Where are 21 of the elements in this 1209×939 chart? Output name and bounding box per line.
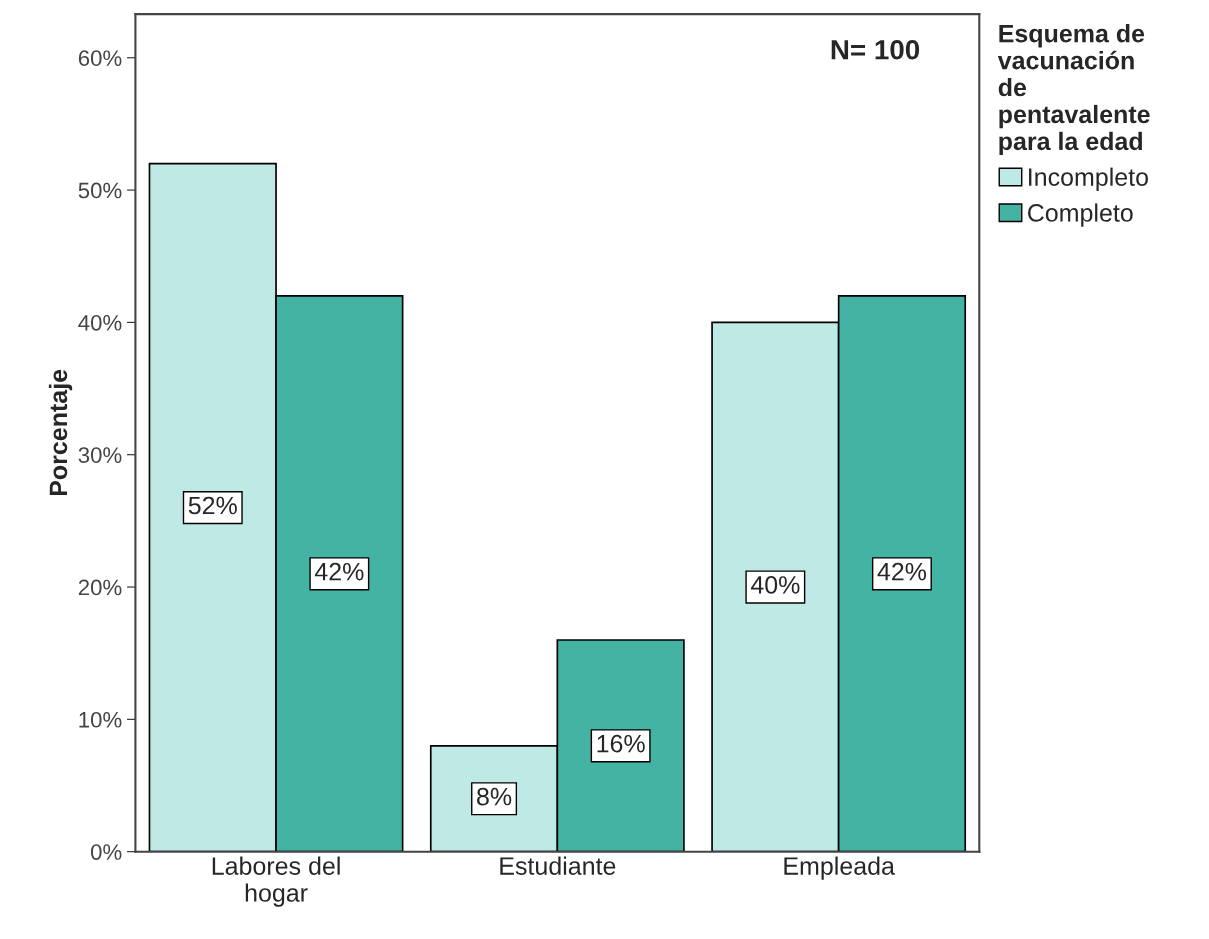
- data-label: 52%: [188, 496, 237, 515]
- data-label: 8%: [477, 787, 512, 806]
- data-label: 42%: [314, 562, 364, 581]
- legend-label: Completo: [1028, 203, 1133, 227]
- x-tick-label: Labores del hogar: [212, 856, 340, 907]
- data-label: 42%: [877, 562, 927, 581]
- y-tick-label: 30%: [78, 447, 122, 463]
- x-tick-label: Estudiante: [500, 856, 616, 875]
- y-axis-title: Porcentaje: [48, 369, 73, 496]
- data-label: 40%: [750, 576, 800, 594]
- y-tick-label: 0%: [90, 844, 122, 860]
- x-tick-label: Empleada: [784, 856, 895, 880]
- annotation: N= 100: [831, 39, 920, 60]
- y-tick-label: 50%: [78, 182, 122, 199]
- legend-title: Esquema de vacunación de pentavalente para la edad: [997, 24, 1150, 156]
- data-label: 16%: [597, 734, 645, 753]
- y-tick-label: 10%: [79, 711, 122, 728]
- legend-label: Incompleto: [1029, 167, 1148, 191]
- y-tick-label: 40%: [78, 314, 122, 331]
- y-tick-label: 20%: [78, 579, 122, 596]
- y-tick-label: 60%: [78, 50, 122, 67]
